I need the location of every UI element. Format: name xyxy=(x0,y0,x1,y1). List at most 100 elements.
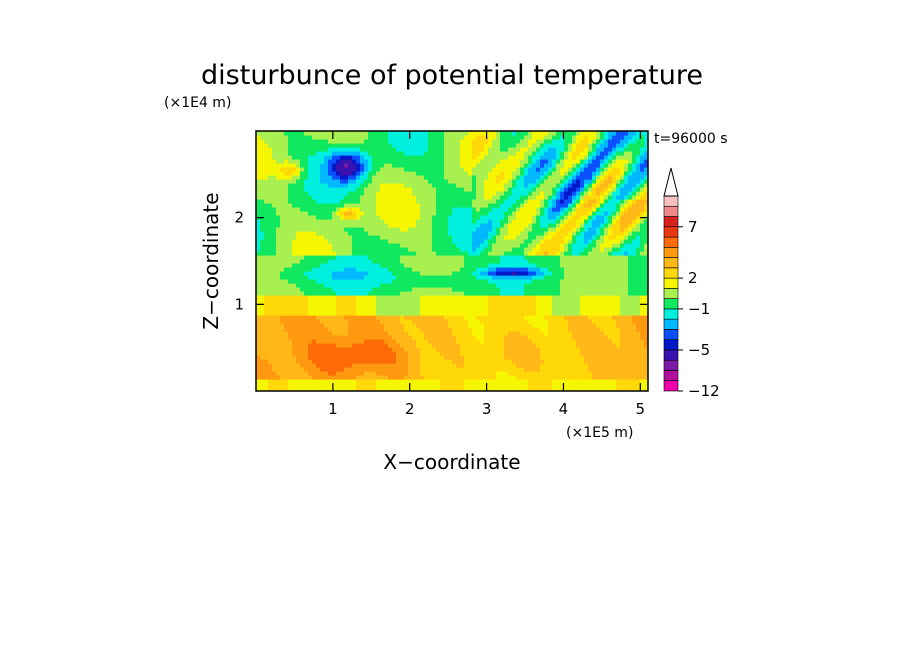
field-cell xyxy=(512,279,517,284)
field-cell xyxy=(304,387,309,391)
field-cell xyxy=(384,179,389,184)
field-cell xyxy=(548,343,553,348)
field-cell xyxy=(532,279,537,284)
field-cell xyxy=(280,207,285,212)
field-cell xyxy=(304,263,309,268)
field-cell xyxy=(464,159,469,164)
field-cell xyxy=(412,327,417,332)
field-cell xyxy=(420,231,425,236)
field-cell xyxy=(384,243,389,248)
field-cell xyxy=(256,211,261,216)
field-cell xyxy=(404,379,409,384)
field-cell xyxy=(436,259,441,264)
field-cell xyxy=(260,259,265,264)
field-cell xyxy=(308,299,313,304)
field-cell xyxy=(420,283,425,288)
field-cell xyxy=(316,283,321,288)
field-cell xyxy=(284,355,289,360)
field-cell xyxy=(392,139,397,144)
field-cell xyxy=(300,299,305,304)
field-cell xyxy=(292,155,297,160)
field-cell xyxy=(440,331,445,336)
field-cell xyxy=(272,307,277,312)
field-cell xyxy=(456,155,461,160)
field-cell xyxy=(312,215,317,220)
field-cell xyxy=(504,375,509,380)
field-cell xyxy=(292,215,297,220)
field-cell xyxy=(392,323,397,328)
field-cell xyxy=(308,211,313,216)
field-cell xyxy=(300,383,305,388)
field-cell xyxy=(528,155,533,160)
field-cell xyxy=(500,279,505,284)
field-cell xyxy=(328,231,333,236)
field-cell xyxy=(404,171,409,176)
field-cell xyxy=(396,171,401,176)
field-cell xyxy=(516,207,521,212)
field-cell xyxy=(468,319,473,324)
field-cell xyxy=(384,295,389,300)
field-cell xyxy=(348,279,353,284)
field-cell xyxy=(540,299,545,304)
field-cell xyxy=(412,151,417,156)
field-cell xyxy=(304,367,309,372)
field-cell xyxy=(376,215,381,220)
field-cell xyxy=(528,255,533,260)
field-cell xyxy=(280,359,285,364)
field-cell xyxy=(276,367,281,372)
field-cell xyxy=(332,311,337,316)
field-cell xyxy=(460,199,465,204)
field-cell xyxy=(412,207,417,212)
field-cell xyxy=(340,339,345,344)
field-cell xyxy=(448,143,453,148)
field-cell xyxy=(388,235,393,240)
field-cell xyxy=(524,263,529,268)
field-cell xyxy=(352,227,357,232)
field-cell xyxy=(444,303,449,308)
contour-field xyxy=(256,131,648,391)
field-cell xyxy=(260,291,265,296)
field-cell xyxy=(460,343,465,348)
field-cell xyxy=(504,227,509,232)
field-cell xyxy=(384,323,389,328)
field-cell xyxy=(436,371,441,376)
field-cell xyxy=(484,327,489,332)
field-cell xyxy=(492,199,497,204)
field-cell xyxy=(404,347,409,352)
field-cell xyxy=(360,315,365,320)
field-cell xyxy=(264,219,269,224)
field-cell xyxy=(356,347,361,352)
field-cell xyxy=(400,367,405,372)
field-cell xyxy=(368,199,373,204)
field-cell xyxy=(520,143,525,148)
field-cell xyxy=(492,291,497,296)
field-cell xyxy=(456,339,461,344)
field-cell xyxy=(296,143,301,148)
field-cell xyxy=(344,315,349,320)
field-cell xyxy=(396,315,401,320)
field-cell xyxy=(544,139,549,144)
field-cell xyxy=(412,347,417,352)
field-cell xyxy=(328,315,333,320)
field-cell xyxy=(512,159,517,164)
field-cell xyxy=(388,367,393,372)
field-cell xyxy=(384,227,389,232)
field-cell xyxy=(424,299,429,304)
field-cell xyxy=(444,379,449,384)
field-cell xyxy=(352,163,357,168)
field-cell xyxy=(496,295,501,300)
field-cell xyxy=(484,311,489,316)
field-cell xyxy=(528,179,533,184)
field-cell xyxy=(332,187,337,192)
field-cell xyxy=(320,311,325,316)
field-cell xyxy=(288,223,293,228)
field-cell xyxy=(276,211,281,216)
field-cell xyxy=(312,375,317,380)
field-cell xyxy=(556,255,561,260)
field-cell xyxy=(296,311,301,316)
field-cell xyxy=(328,319,333,324)
field-cell xyxy=(460,267,465,272)
field-cell xyxy=(472,279,477,284)
field-cell xyxy=(512,371,517,376)
field-cell xyxy=(388,187,393,192)
